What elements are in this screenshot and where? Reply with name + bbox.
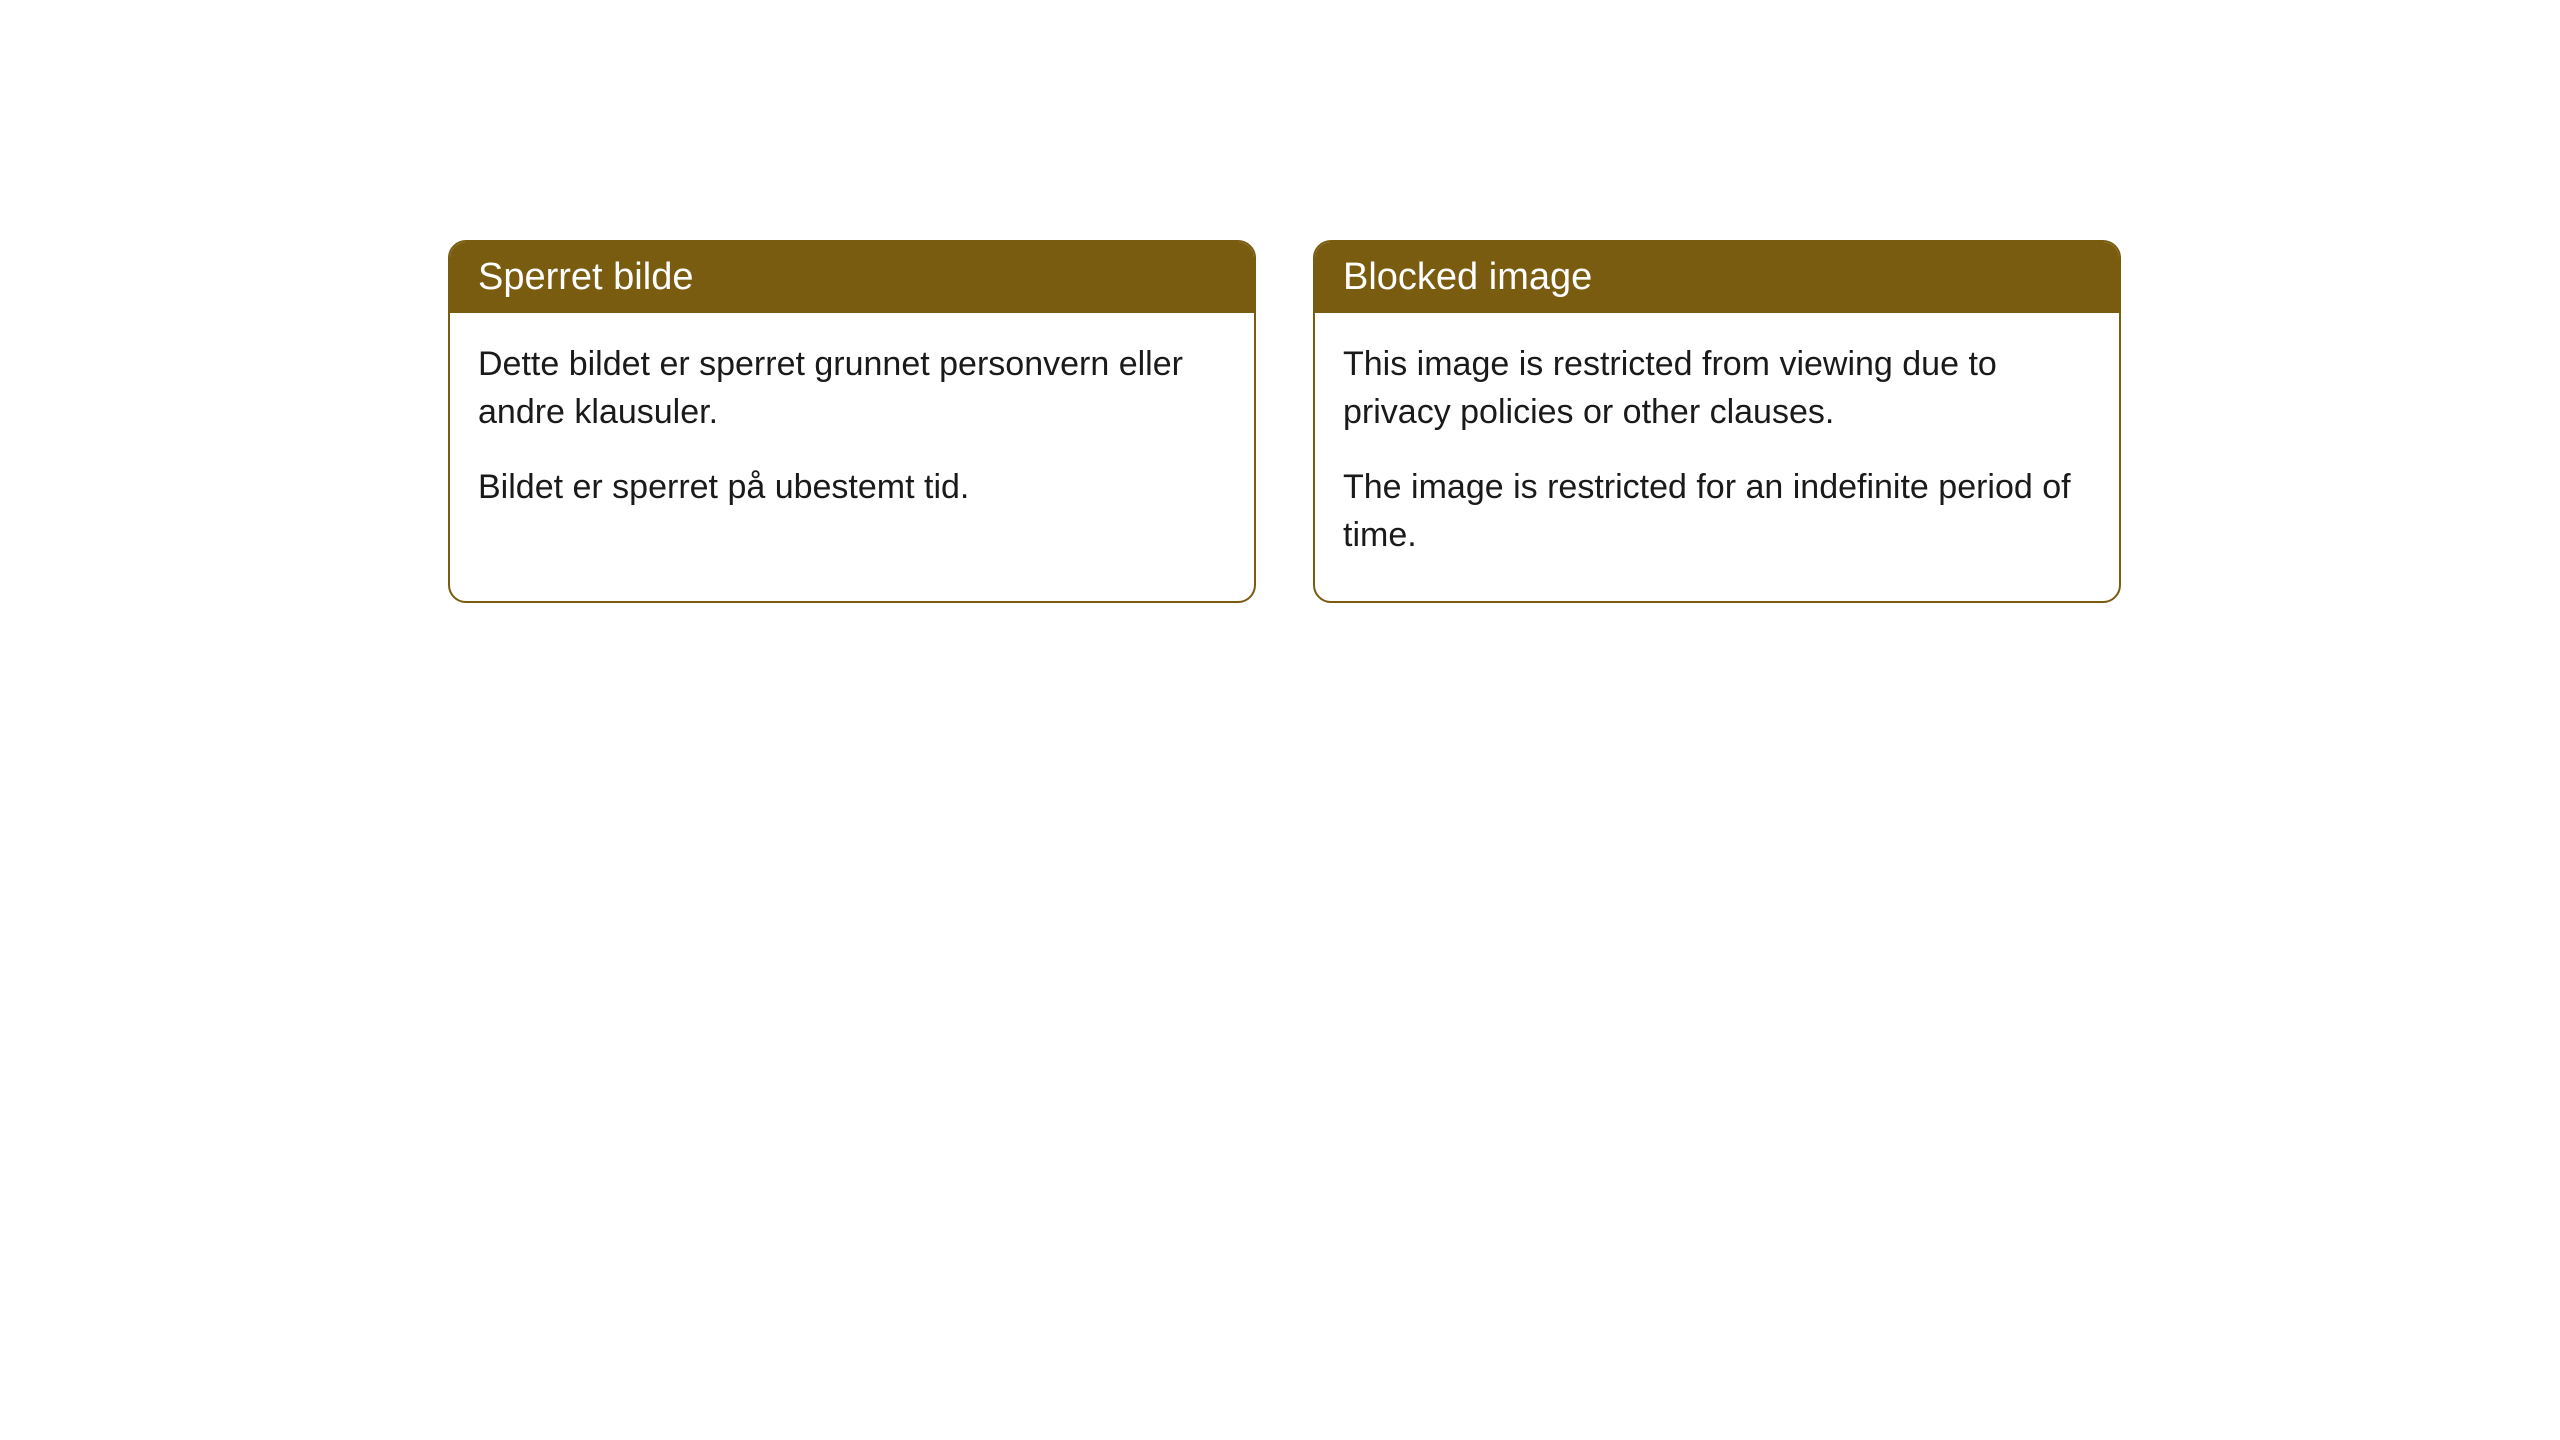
card-body-norwegian: Dette bildet er sperret grunnet personve… [450,313,1254,554]
notice-cards-container: Sperret bilde Dette bildet er sperret gr… [448,240,2121,603]
card-header-english: Blocked image [1315,242,2119,313]
card-header-norwegian: Sperret bilde [450,242,1254,313]
card-paragraph-1-english: This image is restricted from viewing du… [1343,341,2091,436]
card-title-english: Blocked image [1343,256,1592,298]
card-paragraph-2-english: The image is restricted for an indefinit… [1343,464,2091,559]
card-title-norwegian: Sperret bilde [478,256,693,298]
card-paragraph-2-norwegian: Bildet er sperret på ubestemt tid. [478,464,1226,512]
card-paragraph-1-norwegian: Dette bildet er sperret grunnet personve… [478,341,1226,436]
notice-card-english: Blocked image This image is restricted f… [1313,240,2121,603]
card-body-english: This image is restricted from viewing du… [1315,313,2119,601]
notice-card-norwegian: Sperret bilde Dette bildet er sperret gr… [448,240,1256,603]
